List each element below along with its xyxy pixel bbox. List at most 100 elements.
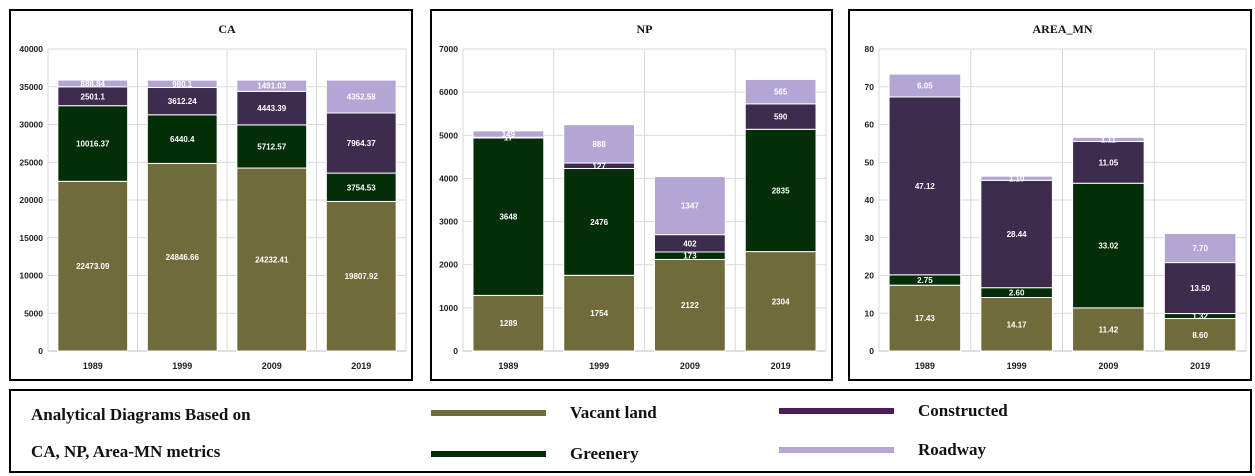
data-label-greenery-1989: 10016.37 [76,140,110,149]
chart-panel-ca: CA 0 5000 10000 15000 20000 25000 30000 35000 400… [9,9,413,381]
chart-np: NP 0 1000 2000 3000 4000 5000 6000 7000 1289 3648 1… [439,22,827,371]
x-tick-label-2019: 2019 [1190,361,1210,371]
x-tick-label-2019: 2019 [351,361,371,371]
x-tick-label-1989: 1989 [83,361,103,371]
bar-greenery-1989 [472,137,545,296]
data-label-greenery-2009: 173 [683,252,697,261]
data-label-constructed-2019: 590 [774,113,788,122]
legend-swatch-vacant-land [431,410,546,416]
x-tick-label-1989: 1989 [498,361,518,371]
y-tick-label: 50 [865,157,875,167]
bar-vacant-land-1989 [57,180,129,352]
y-tick-label: 3000 [439,217,458,227]
data-label-constructed-2019: 13.50 [1190,284,1211,293]
data-label-vacant-land-2019: 2304 [772,297,790,306]
bar-vacant-land-2019 [325,200,397,352]
y-tick-label: 0 [453,346,458,356]
data-label-vacant-land-2009: 2122 [681,301,699,310]
y-tick-label: 1000 [439,303,458,313]
bar-constructed-2009 [1072,141,1145,184]
chart-area-mn: AREA_MN 0 10 20 30 40 50 60 70 80 17.43 2.75 47.12 6.… [865,22,1247,371]
data-label-roadway-2009: 1491.03 [257,82,286,91]
data-label-vacant-land-1989: 22473.09 [76,262,110,271]
x-tick-label-1989: 1989 [915,361,935,371]
y-tick-label: 80 [865,44,875,54]
bar-constructed-1989 [888,96,962,276]
bar-vacant-land-2019 [744,251,817,352]
y-tick-label: 40 [865,195,875,205]
chart-title: AREA_MN [1033,22,1093,36]
x-tick-label-1999: 1999 [589,361,609,371]
bar-roadway-1989 [472,130,545,138]
y-tick-label: 2000 [439,260,458,270]
y-tick-label: 5000 [24,308,43,318]
data-label-greenery-2009: 5712.57 [257,142,286,151]
data-label-roadway-2019: 7.70 [1192,244,1208,253]
legend-label-constructed: Constructed [918,401,1008,420]
legend-swatch-constructed [779,408,894,414]
data-label-greenery-2009: 33.02 [1098,242,1119,251]
data-label-roadway-2019: 565 [774,88,788,97]
data-label-greenery-1999: 2476 [590,218,608,227]
bar-roadway-2009 [1072,136,1145,143]
legend-caption-line-2: CA, NP, Area-MN metrics [31,442,221,461]
data-label-roadway-1989: 888.84 [81,79,106,88]
data-label-constructed-2009: 402 [683,239,697,248]
bar-constructed-2019 [1163,262,1237,315]
data-label-greenery-2019: 2835 [772,186,790,195]
y-tick-label: 7000 [439,44,458,54]
chart-title: CA [218,22,236,36]
bar-roadway-1989 [888,73,962,98]
data-label-roadway-2019: 4352.58 [347,93,376,102]
y-tick-label: 15000 [19,233,43,243]
data-label-greenery-1999: 6440.4 [170,135,195,144]
bar-vacant-land-1999 [146,162,218,352]
bar-constructed-2009 [236,90,308,126]
chart-panel-area-mn: AREA_MN 0 10 20 30 40 50 60 70 80 17.43 2.75 47.12 6.… [848,9,1252,381]
bar-greenery-2009 [1072,182,1145,309]
bar-vacant-land-1999 [563,274,636,352]
data-label-constructed-2019: 7964.37 [347,139,376,148]
data-label-constructed-2009: 11.05 [1099,158,1119,167]
y-tick-label: 5000 [439,130,458,140]
bar-roadway-1999 [980,175,1053,181]
legend-caption-line-1: Analytical Diagrams Based on [31,405,251,424]
x-tick-label-2009: 2009 [262,361,282,371]
data-label-greenery-2019: 3754.53 [347,183,376,192]
bar-roadway-2019 [1163,233,1237,264]
bar-vacant-land-2009 [653,258,726,352]
bar-vacant-land-2009 [1072,307,1145,352]
data-label-roadway-2009: 1347 [681,202,699,211]
data-label-greenery-1989: 2.75 [917,276,933,285]
y-tick-label: 6000 [439,87,458,97]
bar-roadway-1989 [57,79,129,88]
data-label-constructed-1999: 127 [592,162,606,171]
bar-vacant-land-2019 [1163,318,1237,352]
bar-roadway-1999 [146,79,218,89]
legend-label-greenery: Greenery [570,444,639,463]
data-label-roadway-1999: 1.10 [1009,174,1025,183]
data-label-vacant-land-1999: 24846.66 [166,253,200,262]
bar-roadway-2009 [236,79,308,92]
x-tick-label-2019: 2019 [771,361,791,371]
y-tick-label: 10000 [19,271,43,281]
bar-vacant-land-1989 [472,294,545,352]
y-tick-label: 20 [865,271,875,281]
bar-greenery-1989 [57,105,129,182]
data-label-vacant-land-1989: 17.43 [915,314,936,323]
bar-roadway-2019 [325,79,397,114]
y-tick-label: 0 [38,346,43,356]
data-label-roadway-1989: 149 [502,130,516,139]
data-label-roadway-1999: 980.1 [172,80,193,89]
bar-greenery-2019 [325,172,397,202]
bar-greenery-2009 [236,124,308,169]
bar-constructed-1999 [980,179,1053,289]
y-tick-label: 25000 [19,157,43,167]
y-tick-label: 20000 [19,195,43,205]
data-label-constructed-1999: 3612.24 [168,97,197,106]
legend-swatch-greenery [431,451,546,457]
bar-roadway-2019 [744,78,817,105]
data-label-vacant-land-2019: 8.60 [1192,331,1208,340]
legend-item-constructed: Constructed [779,401,1008,421]
bar-roadway-2009 [653,176,726,236]
